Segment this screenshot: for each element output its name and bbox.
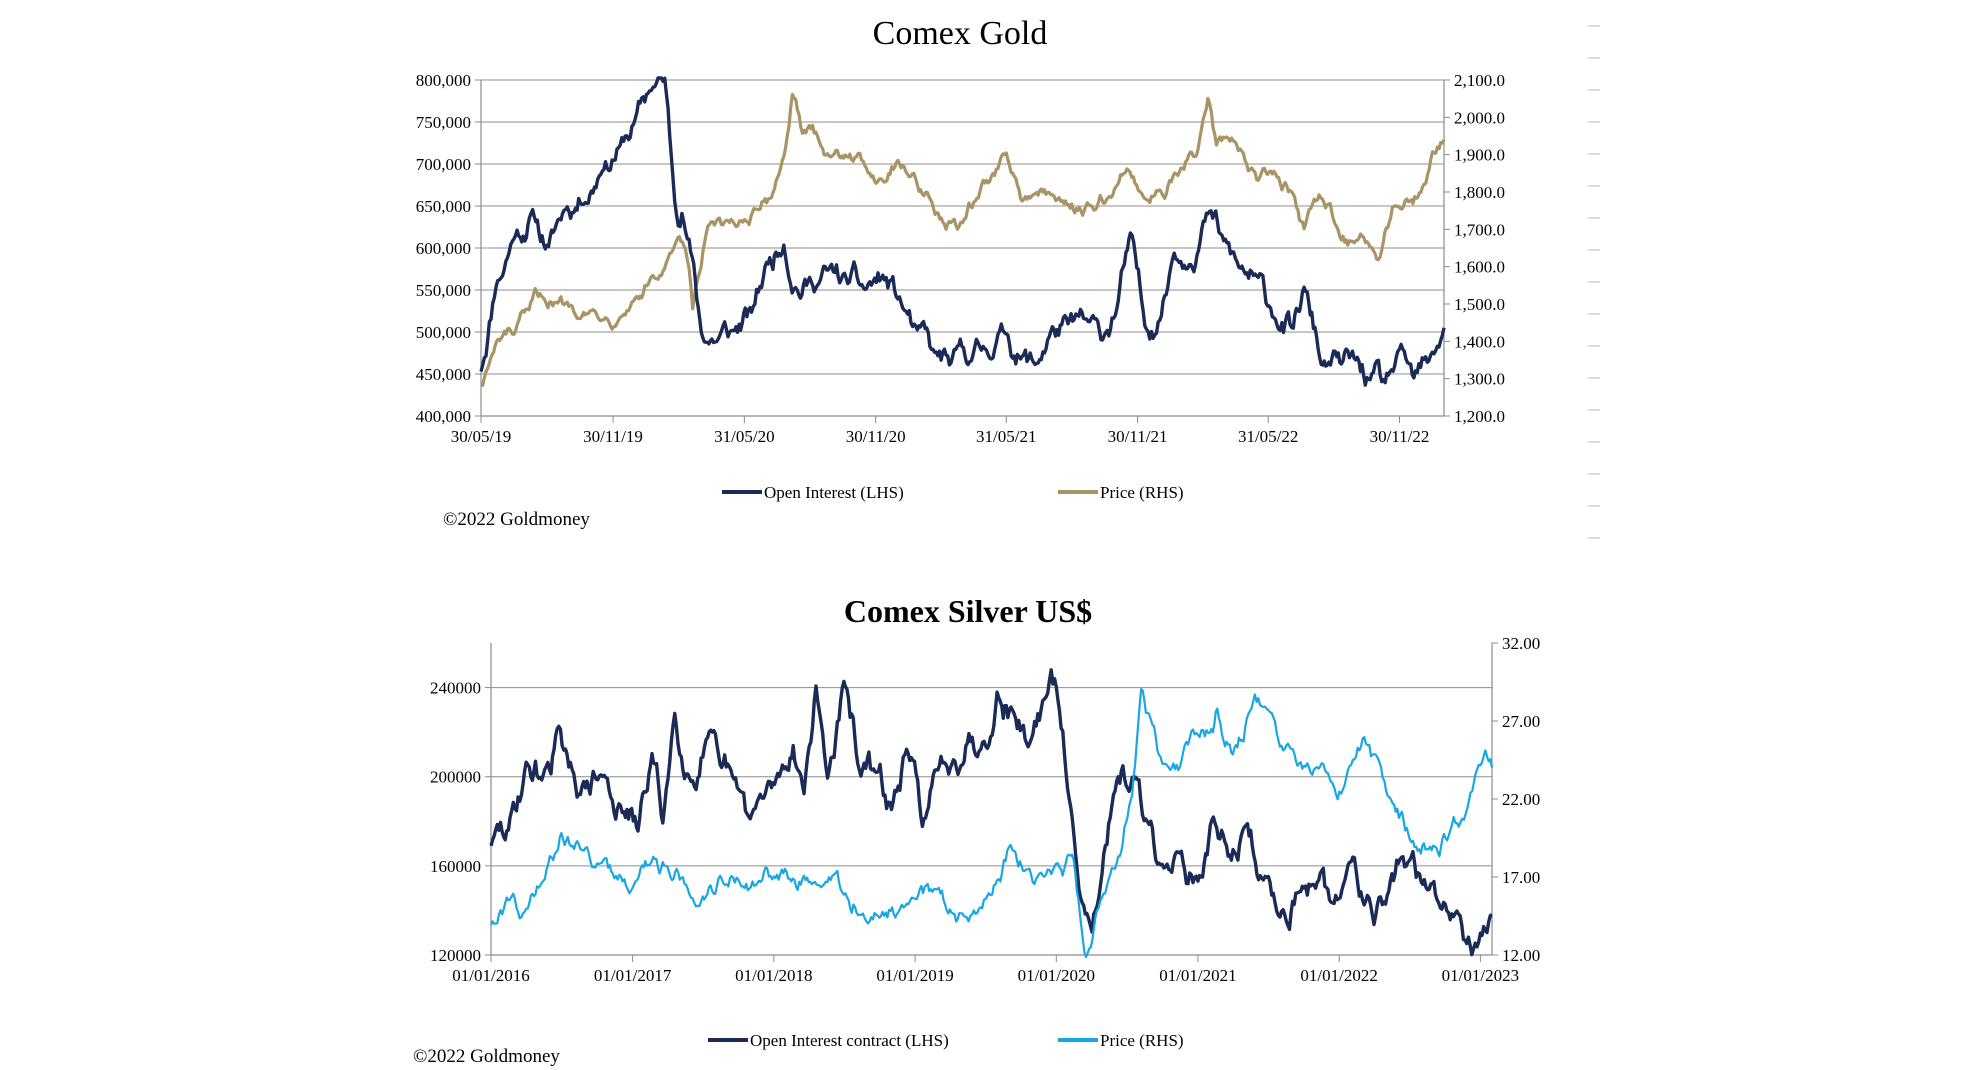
gold-right-axis-ticks: 1,200.0 1,300.0 1,400.0 1,500.0 1,600.0 1,700… xyxy=(1444,71,1505,426)
silver-legend-price-label: Price (RHS) xyxy=(1100,1031,1184,1050)
silver-chart: Comex Silver US$ 120000 160000 200000 24000… xyxy=(413,593,1540,1067)
gold-right-tick-label: 1,300.0 xyxy=(1454,370,1505,389)
silver-right-tick-label: 12.00 xyxy=(1502,946,1540,965)
gold-x-tick-label: 31/05/21 xyxy=(976,427,1036,446)
silver-legend: Open Interest contract (LHS) Price (RHS) xyxy=(708,1031,1184,1050)
gold-left-tick-label: 750,000 xyxy=(416,113,471,132)
silver-chart-title: Comex Silver US$ xyxy=(844,593,1092,629)
silver-x-tick-label: 01/01/2019 xyxy=(876,966,953,985)
gold-x-tick-label: 30/11/19 xyxy=(583,427,643,446)
gold-open-interest-series-line xyxy=(479,76,1446,387)
gold-right-tick-label: 2,000.0 xyxy=(1454,108,1505,127)
gold-left-tick-label: 650,000 xyxy=(416,197,471,216)
gold-right-tick-label: 1,900.0 xyxy=(1454,146,1505,165)
gold-right-tick-label: 1,600.0 xyxy=(1454,258,1505,277)
gold-x-tick-label: 31/05/22 xyxy=(1238,427,1298,446)
gold-x-tick-label: 31/05/20 xyxy=(714,427,774,446)
silver-right-axis-ticks: 12.00 17.00 22.00 27.00 32.00 xyxy=(1492,634,1540,965)
right-edge-dash-marks xyxy=(1588,25,1600,539)
gold-gridlines xyxy=(481,79,1444,417)
gold-left-tick-label: 500,000 xyxy=(416,323,471,342)
silver-price-series-line xyxy=(489,688,1494,959)
silver-right-tick-label: 22.00 xyxy=(1502,790,1540,809)
silver-open-interest-series-line xyxy=(489,668,1493,957)
gold-left-axis-ticks: 400,000 450,000 500,000 550,000 600,000 650,0… xyxy=(416,71,481,426)
gold-chart-title: Comex Gold xyxy=(873,15,1048,52)
silver-left-tick-label: 160000 xyxy=(430,857,481,876)
gold-copyright: ©2022 Goldmoney xyxy=(443,509,590,530)
gold-left-tick-label: 800,000 xyxy=(416,71,471,90)
silver-copyright: ©2022 Goldmoney xyxy=(413,1046,560,1067)
silver-x-tick-label: 01/01/2021 xyxy=(1159,966,1236,985)
silver-legend-oi-label: Open Interest contract (LHS) xyxy=(750,1031,949,1050)
silver-left-tick-label: 240000 xyxy=(430,679,481,698)
gold-left-tick-label: 700,000 xyxy=(416,155,471,174)
silver-right-tick-label: 32.00 xyxy=(1502,634,1540,653)
gold-x-tick-label: 30/11/22 xyxy=(1370,427,1430,446)
silver-right-tick-label: 17.00 xyxy=(1502,868,1540,887)
silver-x-tick-label: 01/01/2018 xyxy=(735,966,812,985)
silver-left-tick-label: 120000 xyxy=(430,946,481,965)
gold-right-tick-label: 1,200.0 xyxy=(1454,407,1505,426)
gold-legend: Open Interest (LHS) Price (RHS) xyxy=(722,483,1184,502)
silver-left-tick-label: 200000 xyxy=(430,768,481,787)
silver-x-axis-ticks: 01/01/2016 01/01/2017 01/01/2018 01/01/2019… xyxy=(452,955,1519,985)
gold-legend-oi-label: Open Interest (LHS) xyxy=(764,483,904,502)
gold-left-tick-label: 600,000 xyxy=(416,239,471,258)
gold-legend-price-label: Price (RHS) xyxy=(1100,483,1184,502)
gold-left-tick-label: 400,000 xyxy=(416,407,471,426)
gold-right-tick-label: 1,700.0 xyxy=(1454,220,1505,239)
silver-x-tick-label: 01/01/2022 xyxy=(1300,966,1377,985)
gold-left-tick-label: 450,000 xyxy=(416,365,471,384)
gold-right-tick-label: 1,800.0 xyxy=(1454,183,1505,202)
gold-x-tick-label: 30/11/21 xyxy=(1108,427,1168,446)
silver-right-tick-label: 27.00 xyxy=(1502,712,1540,731)
silver-left-axis-ticks: 120000 160000 200000 240000 xyxy=(430,679,491,965)
silver-x-tick-label: 01/01/2020 xyxy=(1018,966,1095,985)
gold-left-tick-label: 550,000 xyxy=(416,281,471,300)
silver-x-tick-label: 01/01/2017 xyxy=(594,966,672,985)
silver-x-tick-label: 01/01/2023 xyxy=(1442,966,1519,985)
gold-x-tick-label: 30/05/19 xyxy=(451,427,511,446)
gold-right-tick-label: 2,100.0 xyxy=(1454,71,1505,90)
silver-x-tick-label: 01/01/2016 xyxy=(452,966,529,985)
gold-price-series-line xyxy=(480,92,1446,387)
gold-right-tick-label: 1,400.0 xyxy=(1454,332,1505,351)
gold-right-tick-label: 1,500.0 xyxy=(1454,295,1505,314)
gold-x-tick-label: 30/11/20 xyxy=(846,427,906,446)
silver-gridlines xyxy=(491,687,1492,956)
gold-x-axis-ticks: 30/05/19 30/11/19 31/05/20 30/11/20 31/05/21… xyxy=(451,416,1430,446)
gold-chart: Comex Gold 400,000 450,000 500,000 550,000 6… xyxy=(416,15,1505,530)
